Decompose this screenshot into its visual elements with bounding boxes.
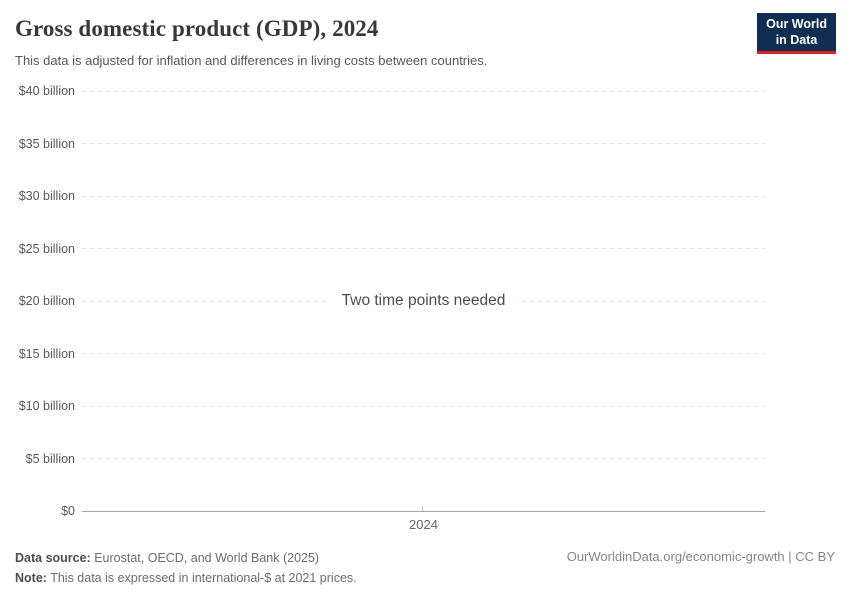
empty-state-text: Two time points needed xyxy=(329,291,518,311)
logo-text-line2: in Data xyxy=(775,32,818,47)
owid-logo: Our World in Data xyxy=(757,13,836,54)
y-tick-label: $25 billion xyxy=(18,241,75,256)
data-source-label: Data source: xyxy=(15,551,91,565)
y-tick-label: $5 billion xyxy=(25,451,75,466)
gridline xyxy=(82,353,765,354)
note-label: Note: xyxy=(15,571,47,585)
gridline xyxy=(82,458,765,459)
gridline-row: $15 billion xyxy=(0,347,765,361)
y-tick-label: $35 billion xyxy=(18,136,75,151)
x-axis-tick xyxy=(422,506,423,511)
gridline-row: $35 billion xyxy=(0,137,765,151)
gridline-row: $10 billion xyxy=(0,399,765,413)
gridline xyxy=(82,143,765,144)
logo-text-line1: Our World xyxy=(766,17,827,31)
chart-subtitle: This data is adjusted for inflation and … xyxy=(15,53,488,68)
note-line: Note: This data is expressed in internat… xyxy=(15,568,357,588)
gridline-row: $25 billion xyxy=(0,242,765,256)
y-tick-label: $20 billion xyxy=(18,294,75,308)
y-tick-label: $10 billion xyxy=(18,399,75,413)
page-title: Gross domestic product (GDP), 2024 xyxy=(15,16,379,41)
gridline xyxy=(82,90,765,92)
footer-attribution: OurWorldinData.org/economic-growth | CC … xyxy=(566,549,835,564)
gridline-row: $40 billion xyxy=(0,84,765,98)
y-tick-label: $40 billion xyxy=(18,84,75,98)
y-tick-label: $30 billion xyxy=(18,189,75,203)
x-axis-line xyxy=(82,510,765,512)
y-tick-label: $15 billion xyxy=(18,346,75,361)
gridline-row: $0 xyxy=(0,504,765,518)
data-source-text: Eurostat, OECD, and World Bank (2025) xyxy=(94,551,320,565)
y-tick-label: $0 xyxy=(61,504,75,518)
gridline-row: $30 billion xyxy=(0,189,765,203)
note-text: This data is expressed in international-… xyxy=(50,571,357,585)
data-source-line: Data source: Eurostat, OECD, and World B… xyxy=(15,548,357,568)
empty-state-message: Two time points needed xyxy=(82,291,765,311)
x-tick-label: 2024 xyxy=(409,517,438,532)
gridline xyxy=(82,405,765,407)
gridline-row: $5 billion xyxy=(0,452,765,466)
footer-notes: Data source: Eurostat, OECD, and World B… xyxy=(15,548,357,588)
gridline xyxy=(82,195,765,197)
gridline xyxy=(82,248,765,249)
